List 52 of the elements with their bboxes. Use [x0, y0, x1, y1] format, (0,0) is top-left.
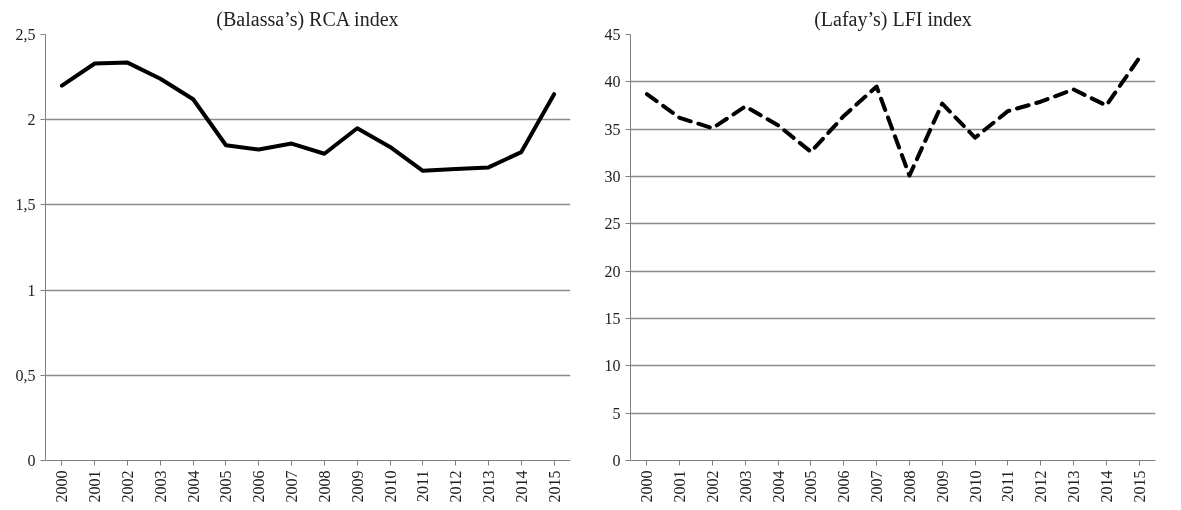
x-tick-label: 2011	[999, 470, 1017, 502]
y-tick-label: 30	[604, 168, 621, 185]
x-tick-label: 2012	[1032, 470, 1050, 503]
y-tick-label: 1	[27, 281, 36, 299]
x-tick-label: 2001	[86, 470, 104, 503]
x-tick-label: 2006	[250, 470, 268, 503]
y-tick-label: 45	[604, 26, 621, 43]
x-tick-label: 2013	[479, 470, 497, 503]
x-tick-label: 2009	[348, 470, 366, 503]
y-tick-label: 0	[612, 452, 621, 469]
chart-title: (Balassa’s) RCA index	[216, 7, 399, 31]
x-tick-label: 2003	[736, 470, 754, 503]
x-tick-label: 2000	[53, 470, 71, 503]
x-tick-label: 2005	[802, 470, 820, 503]
y-tick-label: 10	[604, 357, 621, 375]
x-tick-label: 2014	[512, 470, 530, 503]
x-tick-label: 2015	[545, 470, 563, 503]
x-tick-label: 2010	[966, 470, 984, 503]
x-tick-label: 2000	[638, 470, 656, 503]
x-tick-label: 2005	[217, 470, 235, 503]
line-series	[59, 60, 557, 173]
x-tick-label: 2004	[184, 470, 202, 503]
x-tick-label: 2007	[283, 470, 301, 503]
chart-title: (Lafay’s) LFI index	[814, 7, 972, 31]
y-tick-label: 25	[604, 215, 621, 233]
x-tick-label: 2003	[151, 470, 169, 503]
y-tick-label: 40	[604, 73, 621, 91]
x-tick-label: 2008	[900, 470, 918, 503]
x-tick-label: 2004	[769, 470, 787, 503]
y-tick-label: 1,5	[15, 196, 36, 214]
y-tick-label: 0	[27, 452, 36, 469]
x-tick-label: 2007	[868, 470, 886, 503]
x-tick-label: 2008	[315, 470, 333, 503]
y-tick-label: 35	[604, 120, 621, 138]
x-tick-label: 2015	[1130, 470, 1148, 503]
y-tick-label: 20	[604, 262, 621, 280]
y-tick-label: 5	[612, 404, 621, 422]
x-tick-label: 2014	[1097, 470, 1115, 503]
line-series	[644, 56, 1142, 178]
y-tick-label: 2	[27, 111, 36, 129]
y-tick-label: 15	[604, 310, 621, 327]
x-tick-label: 2002	[119, 470, 137, 503]
x-tick-label: 2002	[704, 470, 722, 503]
y-tick-label: 2,5	[15, 26, 36, 43]
x-tick-label: 2012	[447, 470, 465, 503]
x-tick-label: 2006	[835, 470, 853, 503]
x-tick-label: 2013	[1064, 470, 1082, 503]
y-tick-label: 0,5	[15, 366, 36, 384]
x-tick-label: 2011	[414, 470, 432, 502]
x-tick-label: 2009	[933, 470, 951, 503]
x-tick-label: 2010	[381, 470, 399, 503]
x-tick-label: 2001	[671, 470, 689, 503]
